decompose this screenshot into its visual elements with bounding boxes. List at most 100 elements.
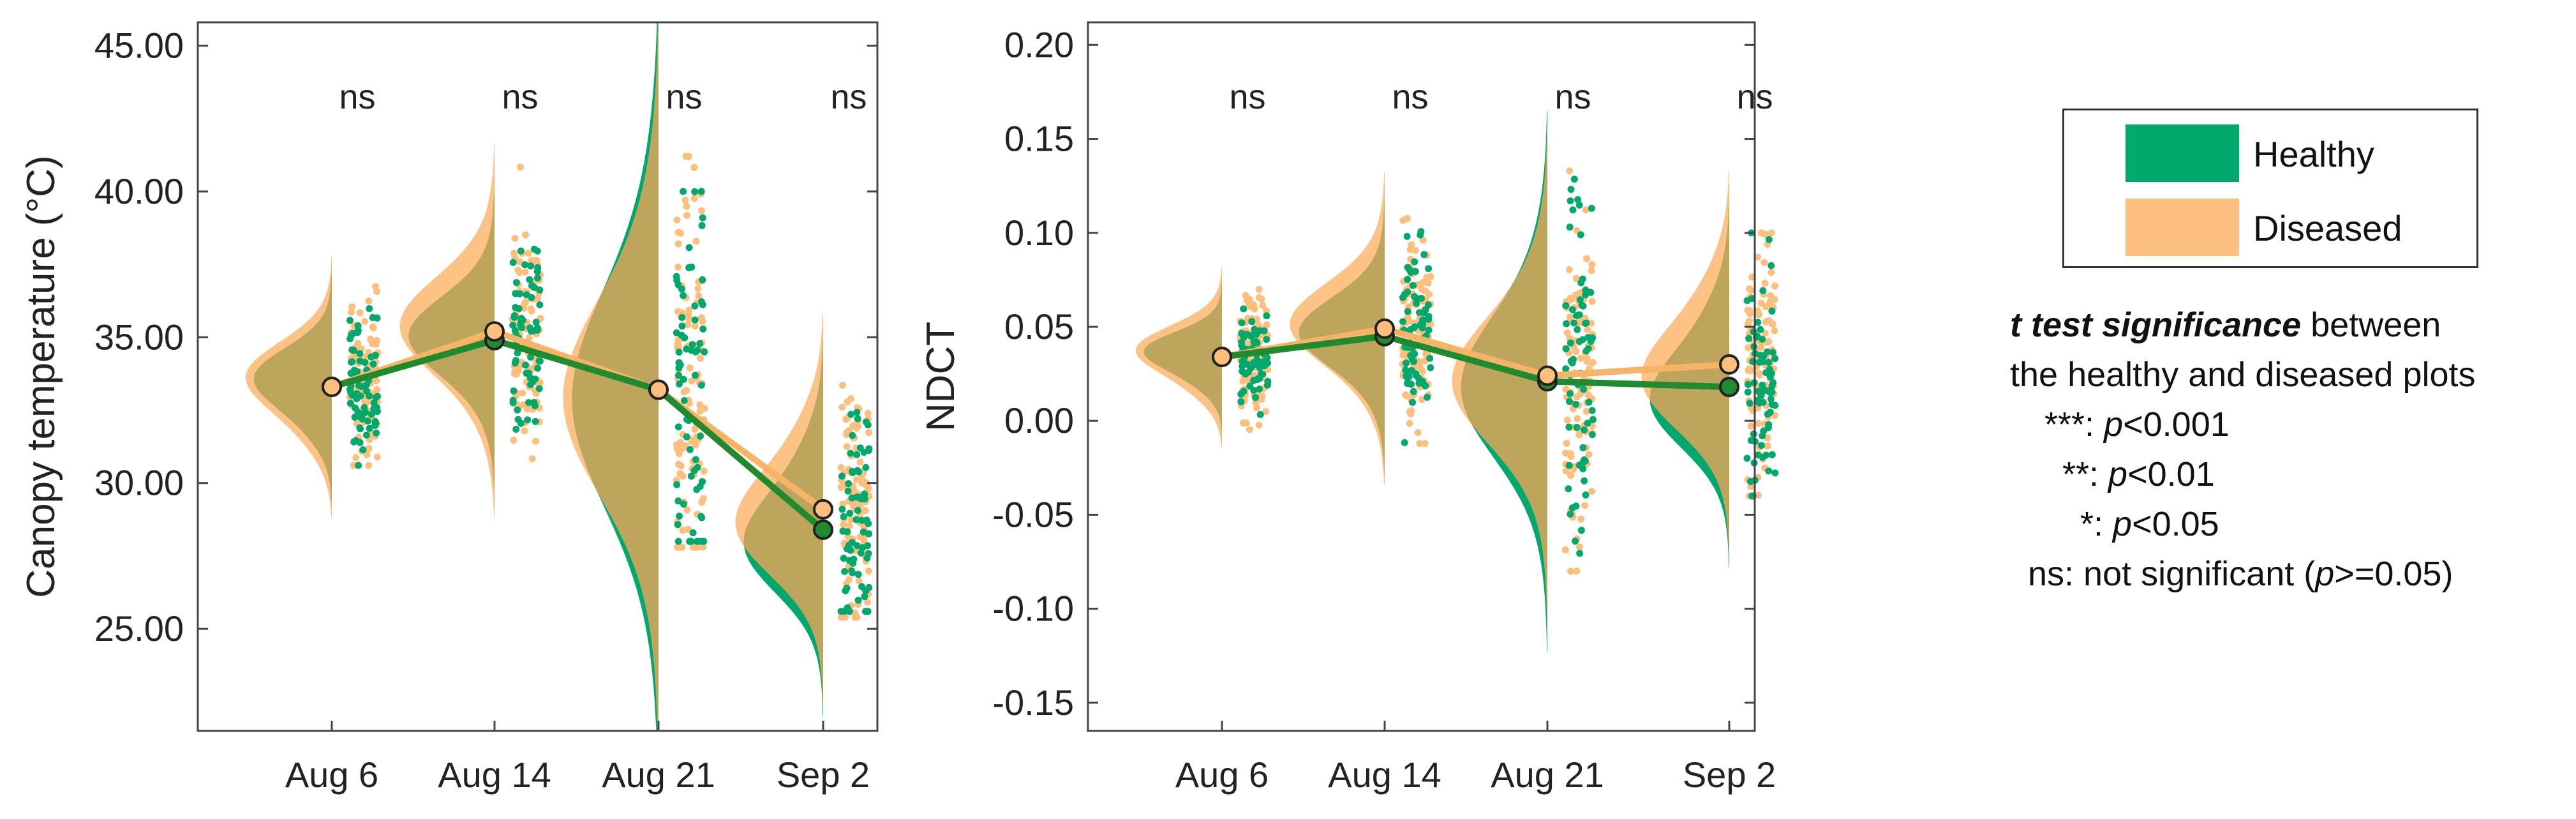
data-point xyxy=(536,301,544,308)
data-point xyxy=(1755,370,1763,377)
data-point xyxy=(1421,440,1429,447)
data-point xyxy=(683,387,690,394)
data-point xyxy=(854,596,862,604)
violin-overlap-2 xyxy=(1299,182,1385,476)
data-point xyxy=(369,360,377,368)
data-point xyxy=(1240,305,1247,313)
data-point xyxy=(532,319,540,326)
data-point xyxy=(1399,294,1406,301)
data-point xyxy=(1745,334,1753,342)
data-point xyxy=(1589,416,1597,423)
data-point xyxy=(356,350,364,357)
mean-line-diseased xyxy=(1221,325,1730,379)
data-point xyxy=(1768,269,1775,276)
data-point xyxy=(1575,311,1583,319)
data-point xyxy=(1412,370,1420,378)
data-point xyxy=(1754,492,1762,499)
data-point xyxy=(1584,419,1591,427)
data-point xyxy=(1588,204,1595,212)
data-point xyxy=(525,334,533,342)
data-point xyxy=(1744,388,1752,396)
data-point xyxy=(678,322,686,330)
data-point xyxy=(1263,312,1270,320)
data-point xyxy=(855,577,863,585)
data-point xyxy=(688,377,696,385)
data-point xyxy=(1406,409,1413,416)
data-point xyxy=(535,357,543,364)
data-point xyxy=(1766,409,1774,416)
y-tick-label: -0.05 xyxy=(992,494,1074,534)
mean-marker-diseased-2 xyxy=(484,321,505,342)
data-point xyxy=(694,347,701,354)
x-tick-label: Sep 2 xyxy=(777,755,870,795)
data-point xyxy=(855,468,863,476)
rain-points-3 xyxy=(673,153,708,551)
data-point xyxy=(522,361,530,369)
data-point xyxy=(1567,472,1575,479)
data-point xyxy=(1563,467,1570,475)
data-point xyxy=(1584,345,1592,352)
data-point xyxy=(1565,462,1573,469)
data-point xyxy=(1587,338,1595,345)
y-tick-label: 0.20 xyxy=(1004,24,1074,64)
data-point xyxy=(691,316,699,324)
plot-frame xyxy=(1087,21,1756,732)
data-point xyxy=(842,613,849,620)
data-point xyxy=(514,266,522,274)
data-point xyxy=(697,354,704,362)
data-point xyxy=(512,426,520,433)
data-point xyxy=(524,416,532,424)
data-point xyxy=(1574,326,1581,333)
data-point xyxy=(1761,329,1769,337)
data-point xyxy=(686,446,694,453)
data-point xyxy=(863,598,871,606)
data-point xyxy=(1568,306,1576,313)
data-point xyxy=(683,433,690,440)
data-point xyxy=(1249,361,1256,369)
data-point xyxy=(864,542,872,550)
data-point xyxy=(701,348,708,356)
data-point xyxy=(1743,455,1751,462)
data-point xyxy=(1754,253,1761,261)
data-point xyxy=(365,462,373,469)
data-point xyxy=(862,463,870,471)
data-point xyxy=(864,421,872,429)
data-point xyxy=(674,336,682,344)
data-point xyxy=(1419,316,1427,324)
data-point xyxy=(683,506,691,514)
data-point xyxy=(691,188,699,195)
y-tick-label: 25.00 xyxy=(94,608,184,649)
data-point xyxy=(865,567,872,575)
data-point xyxy=(363,432,370,439)
data-point xyxy=(1765,236,1773,243)
data-point xyxy=(1760,427,1768,435)
data-point xyxy=(369,323,376,331)
data-point xyxy=(521,301,528,308)
data-point xyxy=(1757,299,1765,307)
data-point xyxy=(514,406,521,414)
data-point xyxy=(521,268,529,276)
data-point xyxy=(1250,386,1258,394)
data-point xyxy=(1767,395,1775,403)
data-point xyxy=(1579,336,1586,343)
data-point xyxy=(365,445,373,452)
data-point xyxy=(532,375,539,383)
data-point xyxy=(510,250,517,257)
data-point xyxy=(1567,197,1574,205)
data-point xyxy=(352,454,360,462)
data-point xyxy=(1238,329,1246,337)
data-point xyxy=(688,263,696,271)
data-point xyxy=(699,543,706,551)
data-point xyxy=(1588,267,1595,274)
data-point xyxy=(847,410,855,418)
data-point xyxy=(348,358,356,366)
data-point xyxy=(1583,357,1591,365)
data-point xyxy=(847,546,854,554)
significance-label: ns xyxy=(502,78,538,116)
data-point xyxy=(531,284,539,291)
data-point xyxy=(684,525,692,533)
data-point xyxy=(687,537,694,545)
data-point xyxy=(1771,296,1778,303)
data-point xyxy=(1584,326,1591,333)
legend-item-diseased: Diseased xyxy=(2126,199,2470,256)
